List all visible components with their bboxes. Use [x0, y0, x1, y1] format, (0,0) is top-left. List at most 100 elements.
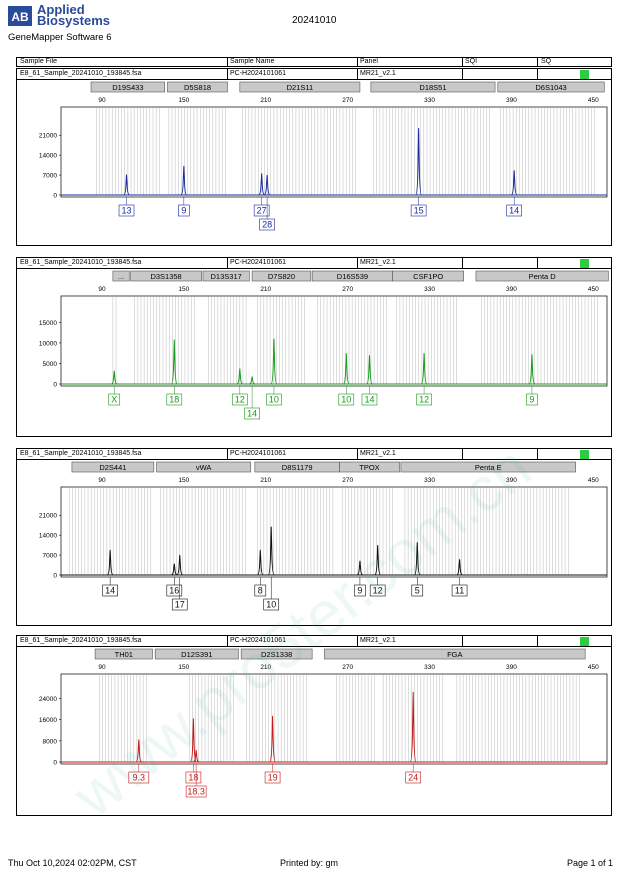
allele-box: [128, 771, 150, 784]
panel-sample-info: E8_61_Sample_20241010_193845.fsa PC-H2024…: [17, 636, 611, 647]
allele-label: 17: [175, 600, 185, 610]
panel-sample-file: E8_61_Sample_20241010_193845.fsa: [20, 259, 142, 266]
allele-label: 9: [181, 206, 186, 216]
peak: [374, 545, 381, 576]
marker-label: Penta D: [529, 272, 557, 281]
allele-call: 10: [266, 386, 282, 406]
allele-box: [410, 204, 427, 217]
allele-box: [361, 393, 378, 406]
allele-call: 10: [338, 386, 355, 406]
x-tick-label: 330: [424, 97, 435, 104]
peak: [420, 353, 428, 385]
allele-label: 11: [455, 586, 464, 596]
panel-name: MR21_v2.1: [360, 70, 396, 77]
marker-box: D7S820: [251, 270, 312, 282]
panel-sample-file: E8_61_Sample_20241010_193845.fsa: [20, 637, 142, 644]
y-tick-label: 14000: [39, 153, 57, 160]
panel-name: MR21_v2.1: [360, 450, 396, 457]
x-tick-label: 150: [178, 97, 189, 104]
y-tick-label: 14000: [39, 533, 57, 540]
allele-label: 9: [529, 395, 534, 405]
peak: [456, 559, 463, 576]
panel-sample-name: PC-H2024101061: [230, 70, 287, 77]
plot-frame: [60, 106, 608, 198]
x-tick-label: 270: [342, 286, 353, 293]
allele-box: [526, 393, 538, 406]
allele-box: [338, 393, 355, 406]
marker-box-rect: [239, 81, 361, 93]
allele-box: [254, 584, 267, 597]
peak: [236, 368, 243, 385]
marker-box-rect: [475, 270, 609, 282]
marker-box: D18S51: [370, 81, 496, 93]
marker-box: D16S539: [311, 270, 393, 282]
peak: [343, 353, 350, 385]
allele-call: 15: [410, 197, 427, 217]
marker-label: D6S1043: [535, 83, 566, 92]
marker-box-rect: [156, 461, 252, 473]
peak: [415, 128, 423, 196]
sizing-quality-indicator: [580, 259, 589, 268]
x-tick-label: 270: [342, 97, 353, 104]
peak: [409, 691, 417, 763]
brand-line-1: Applied: [37, 2, 85, 17]
allele-call: 11: [451, 577, 468, 597]
marker-label: D19S433: [112, 83, 143, 92]
peak: [263, 175, 271, 196]
marker-box: TPOX: [339, 461, 400, 473]
allele-label: 24: [408, 773, 418, 783]
marker-label: ...: [118, 272, 124, 281]
allele-label: 18.3: [187, 787, 205, 797]
marker-label: D2S1338: [261, 650, 292, 659]
marker-label: CSF1PO: [413, 272, 443, 281]
marker-label: D5S818: [184, 83, 211, 92]
y-tick-label: 7000: [43, 553, 58, 560]
peak: [176, 555, 183, 576]
marker-label: D2S441: [99, 463, 126, 472]
allele-label: 14: [364, 395, 374, 405]
applied-biosystems-logo: AB: [8, 6, 32, 26]
marker-box-rect: [167, 81, 228, 93]
marker-box: TH01: [94, 648, 153, 660]
marker-box-rect: [240, 648, 313, 660]
allele-box: [369, 584, 386, 597]
peak: [249, 376, 256, 385]
col-sample-file: Sample File: [20, 58, 57, 65]
allele-label: X: [111, 395, 117, 405]
x-tick-label: 390: [506, 477, 517, 484]
marker-box-rect: [497, 81, 605, 93]
electropherogram-plot: TH01 D12S391 D2S1338 FGA 90 150 210 270 330 390 45…: [39, 648, 608, 798]
allele-box: [253, 204, 270, 217]
marker-label: D21S11: [287, 83, 314, 92]
y-tick-label: 0: [53, 193, 57, 200]
electropherogram-panel-red: E8_61_Sample_20241010_193845.fsa PC-H2024…: [16, 635, 612, 816]
x-tick-label: 210: [260, 97, 271, 104]
y-tick-label: 24000: [39, 696, 57, 703]
col-sqi: SQI: [465, 58, 478, 65]
sizing-quality-indicator: [580, 450, 589, 459]
allele-call: 10: [263, 577, 280, 611]
allele-label: 16: [169, 586, 179, 596]
plot-frame: [60, 673, 608, 765]
allele-call: 5: [411, 577, 424, 597]
allele-call: 14: [361, 386, 378, 406]
y-tick-label: 21000: [39, 513, 57, 520]
allele-call: 9: [354, 577, 366, 597]
software-name: GeneMapper Software 6: [8, 32, 112, 43]
allele-box: [354, 584, 366, 597]
allele-box: [266, 393, 282, 406]
allele-box: [178, 204, 190, 217]
allele-call: 24: [405, 764, 421, 784]
peak: [257, 549, 264, 576]
allele-box: [411, 584, 424, 597]
allele-box: [232, 393, 248, 406]
marker-box-rect: [370, 81, 496, 93]
allele-label: 12: [419, 395, 429, 405]
panel-sample-file: E8_61_Sample_20241010_193845.fsa: [20, 70, 142, 77]
marker-label: TPOX: [359, 463, 379, 472]
allele-label: 19: [268, 773, 278, 783]
peak: [193, 750, 200, 763]
y-tick-label: 0: [53, 573, 57, 580]
allele-label: 10: [269, 395, 279, 405]
